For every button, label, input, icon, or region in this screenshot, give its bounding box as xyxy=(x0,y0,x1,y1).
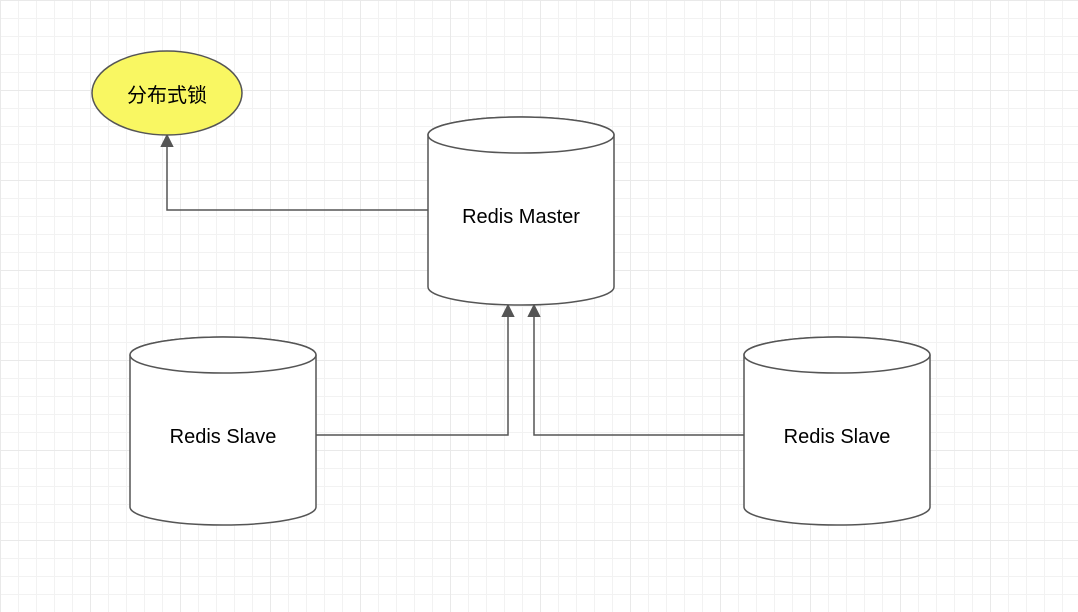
master-cylinder-top xyxy=(428,117,614,153)
svg-layer xyxy=(0,0,1078,612)
diagram-canvas: 分布式锁 Redis Master Redis Slave Redis Slav… xyxy=(0,0,1078,612)
lock-ellipse xyxy=(92,51,242,135)
slave-left-cylinder-top xyxy=(130,337,316,373)
edge-slave-right-to-master xyxy=(534,305,744,435)
edge-slave-left-to-master xyxy=(316,305,508,435)
slave-right-cylinder-top xyxy=(744,337,930,373)
edge-master-to-lock xyxy=(167,135,428,210)
